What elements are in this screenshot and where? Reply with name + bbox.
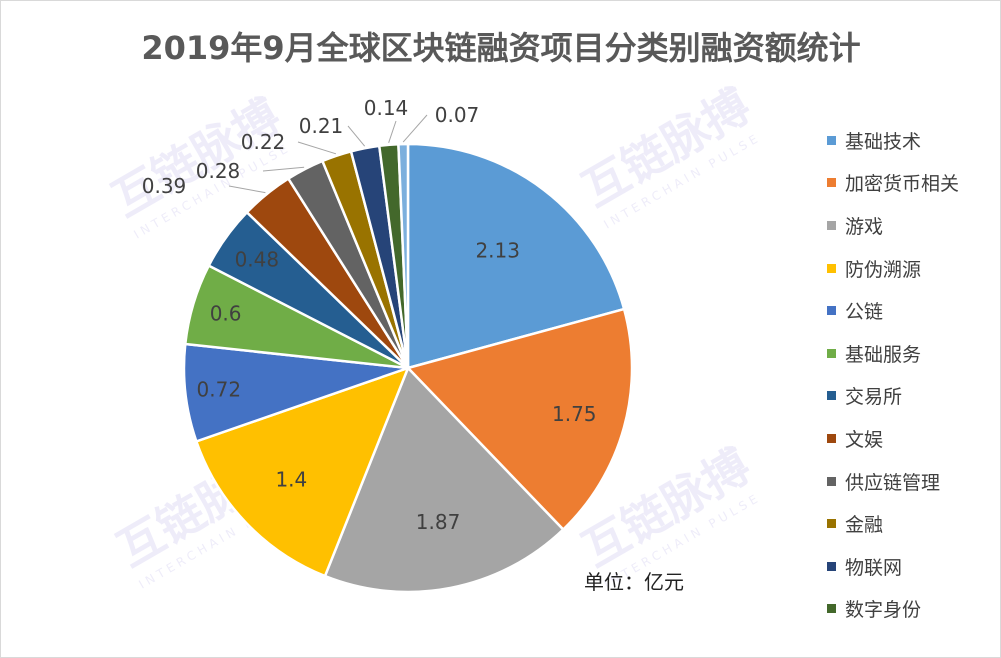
data-label: 0.22 xyxy=(241,130,286,154)
data-label: 0.28 xyxy=(196,159,241,183)
leader-line xyxy=(388,120,397,143)
legend-label: 基础技术 xyxy=(845,130,922,153)
pie-slice xyxy=(323,365,565,594)
legend-item: 加密货币相关 xyxy=(827,162,959,205)
legend-item: 基础服务 xyxy=(827,332,959,375)
leader-line xyxy=(262,166,305,172)
legend-swatch xyxy=(827,178,836,188)
legend-swatch xyxy=(827,348,836,358)
legend-label: 供应链管理 xyxy=(845,471,941,494)
data-label: 1.4 xyxy=(275,467,307,491)
legend-swatch xyxy=(827,433,836,443)
legend-label: 金融 xyxy=(845,514,884,537)
legend-swatch xyxy=(827,476,836,486)
leader-line xyxy=(228,185,266,194)
legend-item: 文娱 xyxy=(827,417,959,460)
legend-swatch xyxy=(827,135,836,145)
data-label: 2.13 xyxy=(475,239,520,263)
chart-legend: 基础技术加密货币相关 游戏防伪溯源公链基础服务交易所文娱供应链管理金融物联网数字身… xyxy=(827,119,959,630)
legend-item: 防伪溯源 xyxy=(827,247,959,290)
unit-label: 单位：亿元 xyxy=(584,570,684,594)
legend-swatch xyxy=(827,604,836,614)
pie-slice xyxy=(406,142,626,370)
legend-swatch xyxy=(827,519,836,529)
legend-label: 物联网 xyxy=(845,556,903,579)
data-label: 1.87 xyxy=(416,510,461,534)
legend-label: 基础服务 xyxy=(845,343,922,366)
legend-swatch xyxy=(827,220,836,230)
legend-swatch xyxy=(827,263,836,273)
leader-line xyxy=(347,125,366,147)
legend-item: 游戏 xyxy=(827,204,959,247)
legend-label: 加密货币相关 xyxy=(845,173,960,196)
legend-item: 数字身份 xyxy=(827,588,959,631)
legend-item: 物联网 xyxy=(827,545,959,588)
legend-swatch xyxy=(827,561,836,571)
legend-swatch xyxy=(827,391,836,401)
legend-swatch xyxy=(827,306,836,316)
chart-title: 2019年9月全球区块链融资项目分类别融资额统计 xyxy=(141,29,861,67)
data-label: 1.75 xyxy=(552,402,597,426)
legend-item: 交易所 xyxy=(827,375,959,418)
legend-item: 基础技术 xyxy=(827,119,959,162)
leader-line xyxy=(402,114,428,143)
data-label: 0.39 xyxy=(142,174,187,198)
legend-item: 金融 xyxy=(827,502,959,545)
data-label: 0.48 xyxy=(235,248,280,272)
data-label: 0.6 xyxy=(210,301,242,325)
legend-label: 文娱 xyxy=(845,428,884,451)
legend-label: 交易所 xyxy=(845,386,903,409)
pie-slice xyxy=(405,307,634,532)
legend-item: 公链 xyxy=(827,289,959,332)
pie-slice xyxy=(397,142,410,369)
legend-item: 供应链管理 xyxy=(827,460,959,503)
legend-label: 防伪溯源 xyxy=(845,258,922,281)
leader-line xyxy=(297,141,337,155)
data-label: 0.21 xyxy=(299,114,344,138)
legend-label: 游戏 xyxy=(845,215,884,238)
data-label: 0.07 xyxy=(435,103,480,127)
pie-slice xyxy=(194,365,411,578)
legend-label: 数字身份 xyxy=(845,599,922,622)
data-label: 0.72 xyxy=(197,378,242,402)
legend-label: 公链 xyxy=(845,301,884,324)
data-label: 0.14 xyxy=(364,96,409,120)
